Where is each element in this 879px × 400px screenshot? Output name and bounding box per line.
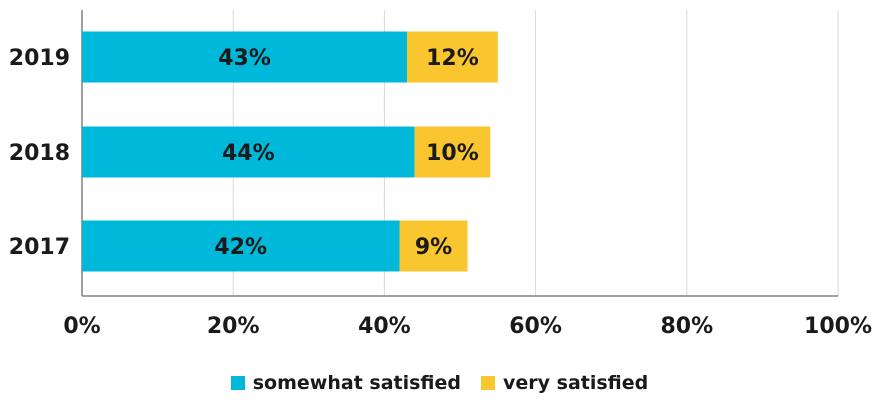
legend-item-very-satisfied: very satisfied — [481, 372, 648, 394]
data-label-2017-somewhat-satisfied: 42% — [214, 235, 267, 260]
data-label-2019-somewhat-satisfied: 43% — [218, 46, 271, 71]
data-label-2017-very-satisfied: 9% — [415, 235, 452, 260]
bar-2017-somewhat-satisfied — [82, 220, 400, 272]
legend-swatch-somewhat-satisfied — [230, 376, 245, 390]
category-label-2019: 2019 — [9, 46, 70, 71]
data-label-2019-very-satisfied: 12% — [426, 46, 479, 71]
legend-swatch-very-satisfied — [481, 376, 495, 390]
data-label-2018-somewhat-satisfied: 44% — [222, 141, 275, 166]
bar-2017-very-satisfied — [399, 220, 468, 272]
legend-label-somewhat-satisfied: somewhat satisfied — [252, 372, 461, 394]
bar-2019-somewhat-satisfied — [82, 31, 408, 83]
x-tick-label-100: 100% — [804, 314, 872, 339]
category-label-2018: 2018 — [9, 141, 70, 166]
bar-2018-somewhat-satisfied — [82, 126, 415, 178]
legend-label-very-satisfied: very satisfied — [503, 372, 649, 394]
bar-2018-very-satisfied — [414, 126, 491, 178]
x-tick-label-0: 0% — [63, 314, 100, 339]
x-tick-label-60: 60% — [509, 314, 562, 339]
bar-2019-very-satisfied — [407, 31, 498, 83]
legend: somewhat satisfied very satisfied — [0, 368, 879, 398]
x-tick-label-80: 80% — [660, 314, 713, 339]
x-tick-label-40: 40% — [358, 314, 411, 339]
legend-item-somewhat-satisfied: somewhat satisfied — [230, 372, 461, 394]
x-tick-label-20: 20% — [207, 314, 260, 339]
category-label-2017: 2017 — [9, 235, 70, 260]
data-label-2018-very-satisfied: 10% — [426, 141, 479, 166]
